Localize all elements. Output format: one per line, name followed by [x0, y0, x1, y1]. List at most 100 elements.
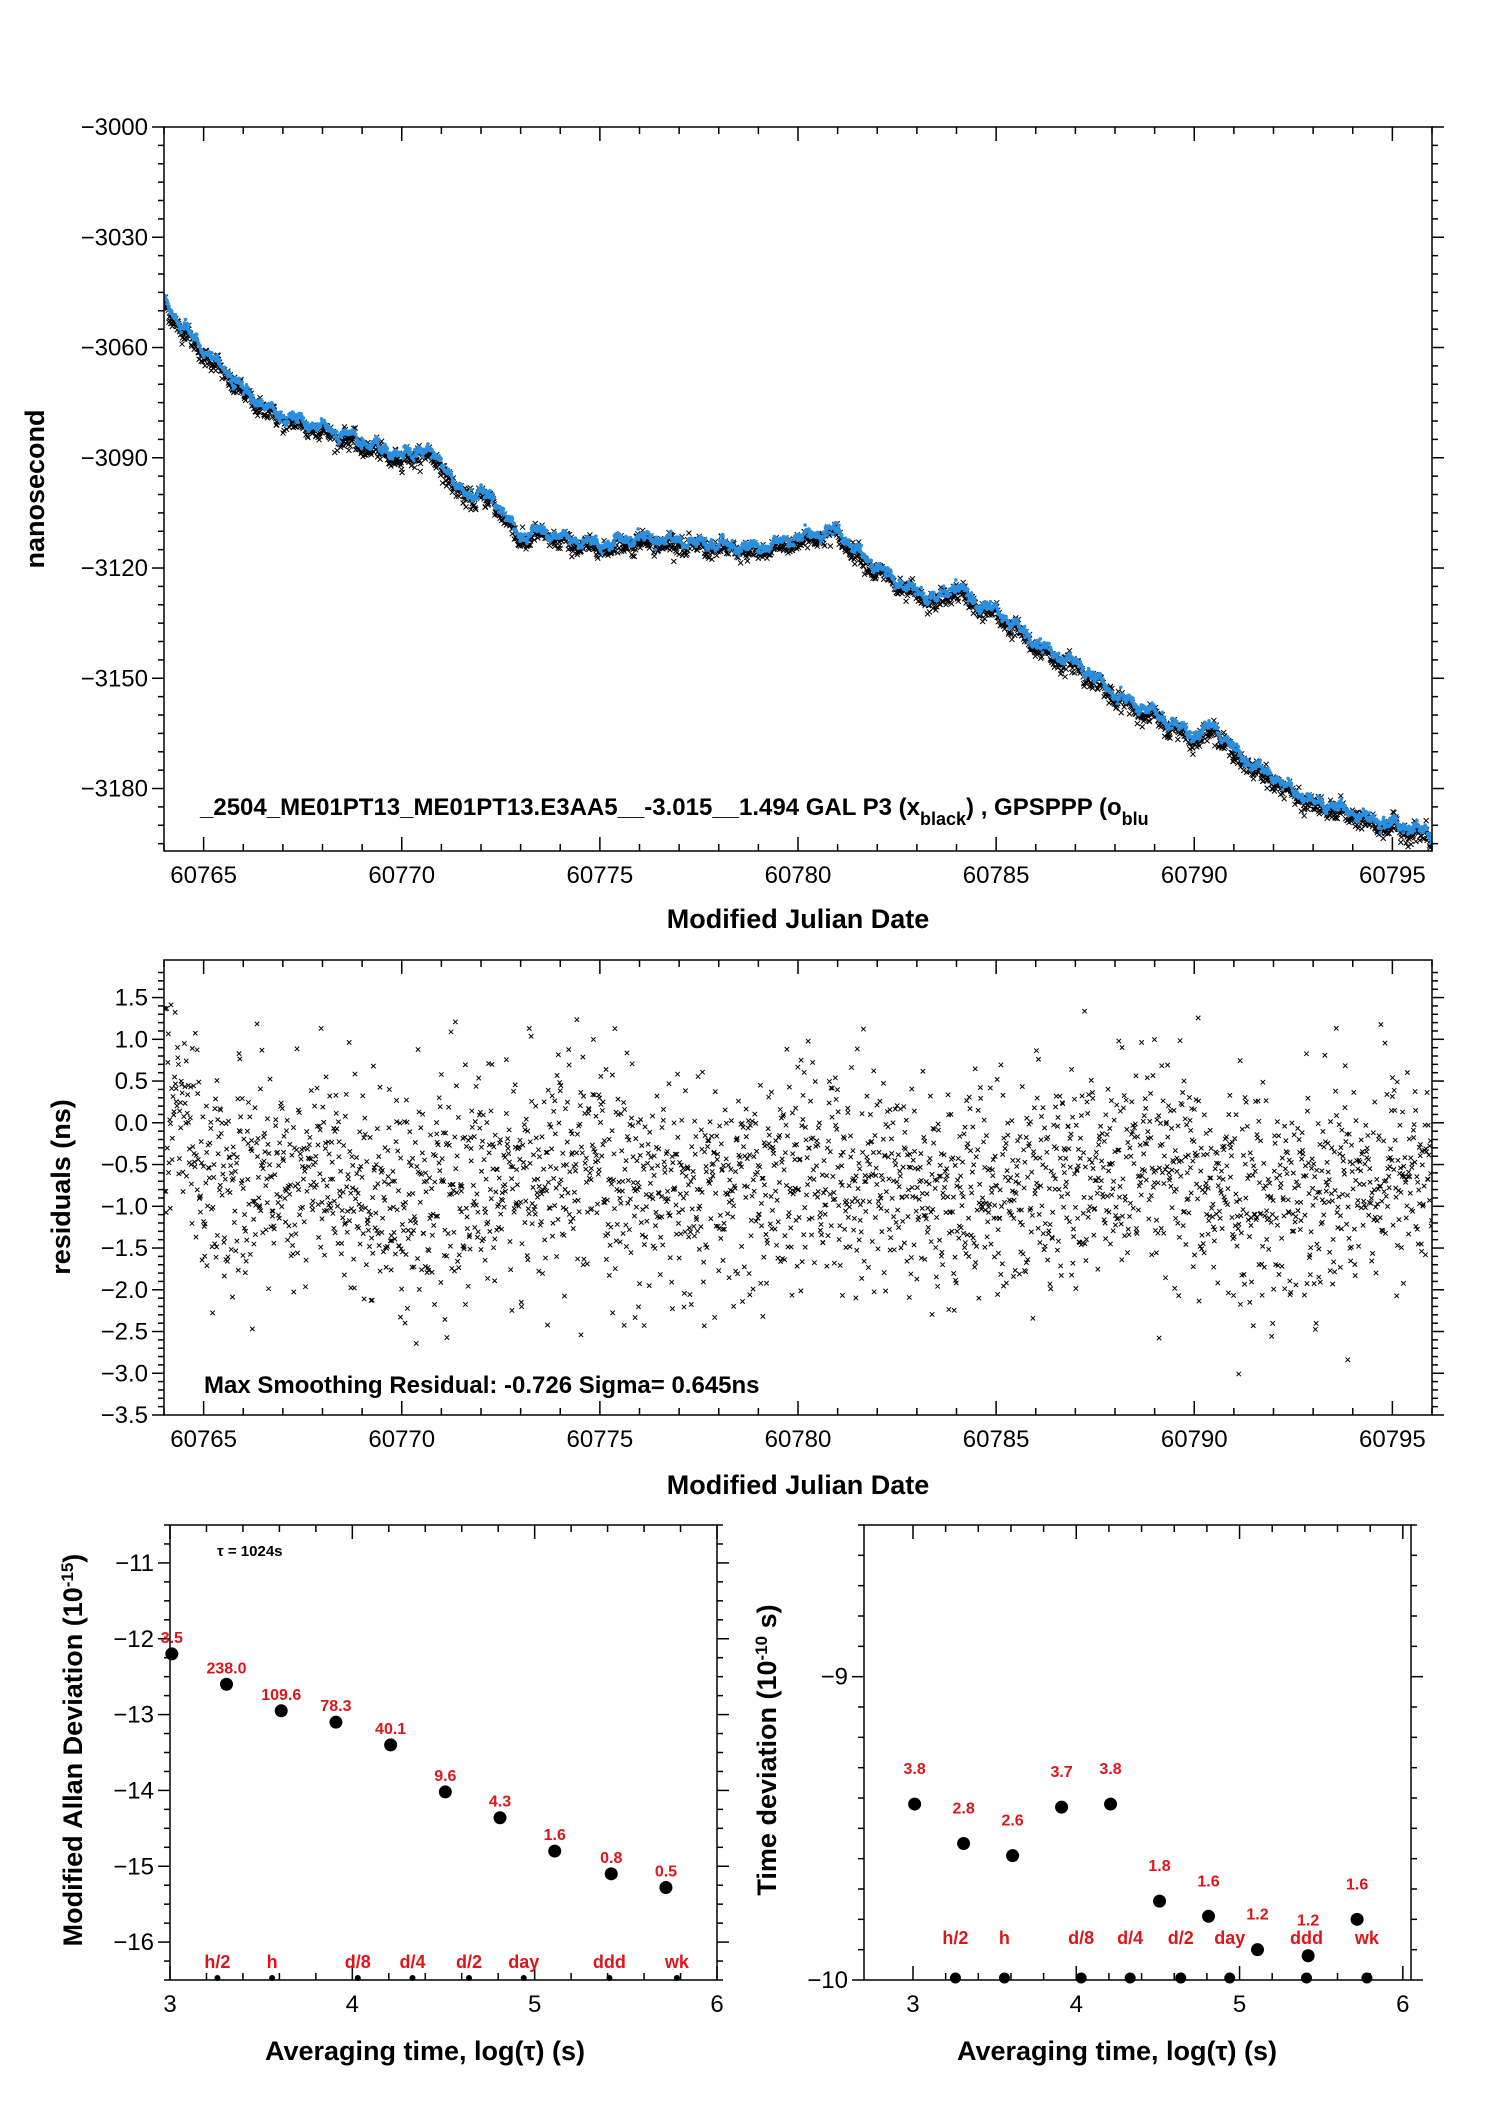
gpsppp-point	[1037, 641, 1042, 645]
gal-p3-point	[1081, 683, 1087, 690]
gpsppp-point	[927, 600, 932, 604]
gal-p3-point	[872, 574, 879, 581]
gpsppp-point	[442, 463, 446, 468]
gpsppp-point	[679, 536, 683, 540]
gpsppp-point	[492, 496, 497, 500]
gpsppp-point	[737, 554, 742, 558]
gpsppp-point	[650, 533, 654, 538]
gal-p3-point	[563, 538, 569, 545]
gpsppp-point	[831, 532, 835, 537]
gal-p3-point	[743, 554, 750, 561]
gpsppp-point	[1289, 781, 1294, 786]
gpsppp-point	[940, 594, 944, 598]
gpsppp-point	[491, 492, 495, 496]
gpsppp-point	[490, 500, 494, 505]
gal-p3-point	[1408, 841, 1414, 848]
gal-p3-point	[242, 397, 249, 404]
gal-p3-point	[316, 436, 322, 443]
gal-p3-point	[439, 480, 446, 486]
gal-p3-point	[1337, 792, 1344, 799]
gal-p3-point	[821, 542, 828, 549]
gpsppp-point	[948, 592, 953, 597]
gpsppp-point	[859, 543, 863, 548]
gal-p3-point	[896, 589, 903, 595]
gal-p3-point	[468, 506, 474, 513]
gal-p3-point	[838, 544, 845, 550]
gpsppp-point	[286, 420, 291, 425]
gpsppp-point	[469, 487, 473, 492]
gpsppp-point	[836, 524, 841, 528]
gal-p3-point	[981, 615, 988, 622]
gpsppp-point	[510, 516, 515, 521]
gpsppp-point	[1198, 735, 1203, 740]
gpsppp-point	[475, 492, 480, 497]
gal-p3-point	[283, 426, 290, 433]
gal-p3-point	[317, 433, 323, 440]
gal-p3-point	[1089, 685, 1096, 692]
gpsppp-point	[1170, 726, 1174, 730]
gal-p3-point	[1007, 630, 1014, 636]
gpsppp-point	[186, 323, 191, 327]
gal-p3-point	[531, 537, 538, 543]
gpsppp-point	[179, 330, 183, 335]
gpsppp-point	[1266, 766, 1270, 770]
gal-p3-point	[909, 575, 916, 582]
gal-p3-point	[472, 504, 479, 511]
gal-p3-point	[1229, 749, 1236, 756]
time-series-plot-area	[164, 293, 1432, 851]
gal-p3-point	[629, 553, 636, 559]
gpsppp-point	[1110, 691, 1115, 695]
gal-p3-point	[453, 493, 460, 499]
gpsppp-point	[954, 578, 958, 582]
gal-p3-point	[1060, 664, 1067, 671]
gpsppp-point	[580, 546, 584, 550]
gpsppp-point	[245, 385, 250, 389]
gal-p3-point	[637, 544, 644, 551]
gpsppp-point	[174, 315, 178, 320]
gpsppp-point	[575, 538, 580, 543]
gpsppp-point	[1160, 710, 1165, 715]
gpsppp-point	[1101, 677, 1105, 682]
gal-p3-point	[1167, 735, 1173, 741]
gpsppp-point	[900, 580, 905, 584]
gpsppp-point	[1004, 614, 1008, 619]
gpsppp-point	[426, 442, 430, 446]
gal-p3-point	[744, 558, 751, 564]
gpsppp-point	[198, 343, 202, 348]
gal-p3-point	[188, 341, 195, 348]
gal-p3-point	[1220, 729, 1227, 736]
gpsppp-point	[1324, 811, 1329, 816]
gpsppp-point	[803, 523, 807, 527]
gpsppp-point	[696, 542, 701, 546]
gal-p3-point	[348, 438, 355, 445]
gpsppp-point	[669, 529, 673, 534]
gal-p3-point	[569, 548, 576, 555]
gpsppp-point	[296, 420, 300, 425]
gal-p3-point	[880, 576, 887, 583]
gal-p3-point	[1333, 815, 1339, 821]
gal-p3-point	[1063, 666, 1069, 673]
gpsppp-point	[1056, 651, 1061, 656]
gpsppp-point	[501, 507, 506, 511]
gpsppp-point	[834, 521, 839, 525]
gal-p3-point	[1118, 709, 1125, 716]
gpsppp-point	[818, 541, 823, 546]
gpsppp-point	[653, 548, 658, 552]
gal-p3-point	[684, 551, 690, 557]
gpsppp-point	[278, 419, 282, 424]
gpsppp-point	[270, 402, 275, 406]
gal-p3-point	[804, 544, 811, 551]
gpsppp-point	[318, 425, 323, 429]
gal-p3-point	[417, 468, 423, 475]
gpsppp-point	[183, 317, 188, 322]
gal-p3-point	[1264, 785, 1270, 791]
gpsppp-point	[1040, 650, 1045, 655]
gal-p3-point	[254, 412, 261, 419]
gpsppp-point	[915, 586, 920, 591]
gpsppp-point	[870, 562, 875, 567]
gpsppp-point	[233, 385, 238, 389]
gal-p3-point	[932, 607, 939, 613]
gal-p3-point	[686, 530, 692, 536]
gpsppp-point	[1131, 696, 1135, 700]
gal-p3-point	[1416, 837, 1423, 844]
